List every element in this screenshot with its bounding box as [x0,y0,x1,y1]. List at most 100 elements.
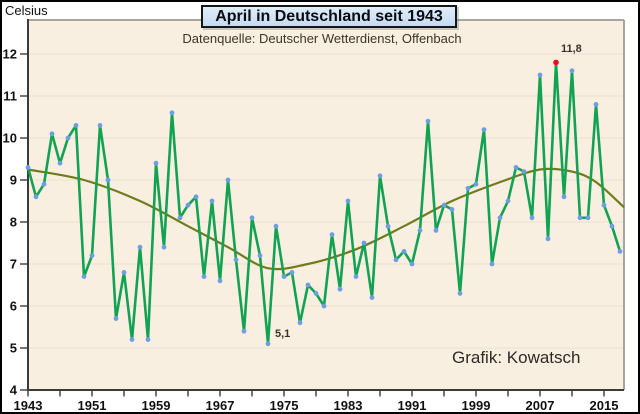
data-point [609,223,615,229]
data-point [281,274,287,279]
x-tick-label: 1967 [206,398,235,413]
data-point [457,291,463,296]
data-point [121,270,127,275]
data-point [441,202,447,208]
data-point [305,282,311,288]
data-point [169,110,175,116]
data-point [73,123,79,128]
data-point [265,341,271,347]
data-point [505,198,511,204]
data-point [57,160,63,166]
data-point [153,160,159,166]
data-point [353,274,359,279]
data-point [497,215,503,221]
data-point [321,303,327,309]
plot-area [28,20,624,390]
y-tick-label: 9 [10,173,17,188]
data-point [521,169,527,175]
data-point [289,270,295,275]
chart-subtitle: Datenquelle: Deutscher Wetterdienst, Off… [182,31,462,46]
x-tick-label: 1959 [142,398,171,413]
record-data-point [553,59,559,66]
x-tick-label: 1943 [14,398,43,413]
data-point [537,72,543,78]
x-tick-label: 1983 [334,398,363,413]
data-point [433,228,439,233]
y-tick-label: 6 [10,299,17,314]
data-point [129,337,135,342]
x-tick-label: 1975 [270,398,299,413]
data-point [377,173,383,179]
record-value-annotation: 11,8 [561,43,582,55]
data-point [145,337,151,342]
data-point [193,194,199,200]
data-point [489,261,495,267]
data-point [401,249,407,254]
data-point [561,194,567,200]
data-point [393,257,399,263]
data-point [329,232,335,238]
credit-label: Grafik: Kowatsch [452,348,581,367]
data-point [481,127,487,132]
data-point [201,274,207,279]
data-point [33,194,39,200]
data-point [337,286,343,292]
data-point [577,215,583,221]
data-point [217,278,223,284]
data-point [89,253,95,258]
data-point [593,102,599,107]
data-point [409,261,415,267]
x-tick-label: 2015 [590,398,619,413]
data-point [273,223,279,229]
data-point [81,274,87,279]
data-point [249,215,255,221]
data-point [161,244,167,250]
x-tick-label: 1991 [398,398,427,413]
data-point [41,181,47,187]
y-tick-label: 8 [10,215,17,230]
data-point [25,165,31,170]
data-point [385,223,391,229]
y-tick-label: 10 [3,131,17,146]
data-point [369,295,375,300]
data-point [569,68,575,74]
chart-title: April in Deutschland seit 1943 [201,5,457,28]
data-point [601,202,607,208]
data-point [49,131,55,137]
data-point [425,118,431,124]
data-point [177,215,183,221]
y-tick-label: 12 [3,47,17,62]
data-point [137,244,143,250]
data-point [209,198,215,204]
y-tick-label: 5 [10,341,17,356]
data-point [233,257,239,263]
data-point [617,249,623,254]
x-tick-label: 2007 [526,398,555,413]
y-tick-label: 4 [10,383,18,398]
data-point [545,236,551,242]
data-point [113,316,119,321]
data-point [297,320,303,326]
data-point [97,123,103,128]
data-point [185,202,191,208]
data-point [313,291,319,296]
data-point [65,135,71,141]
data-point [257,253,263,258]
y-axis-unit-label: Celsius [5,3,48,18]
data-point [473,181,479,187]
data-point [529,215,535,221]
data-point [585,215,591,221]
data-point [465,186,471,191]
data-point [513,165,519,170]
data-point [449,207,455,212]
data-point [417,228,423,233]
data-point [225,177,231,183]
data-point [241,328,247,334]
x-tick-label: 1951 [78,398,107,413]
data-point [105,177,111,183]
data-point [361,240,367,246]
y-tick-label: 11 [3,89,17,104]
data-point [345,198,351,204]
